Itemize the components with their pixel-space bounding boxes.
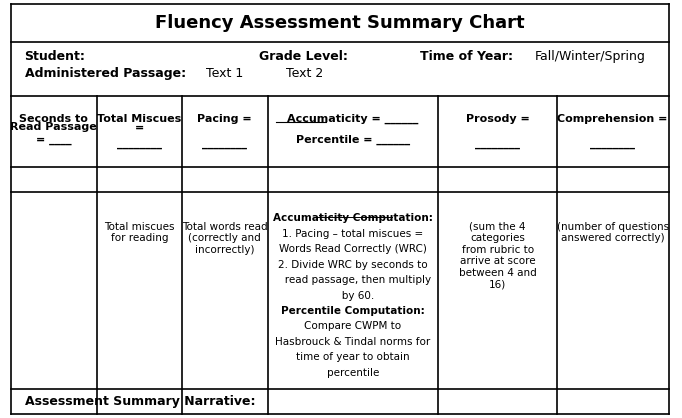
Text: =: = <box>135 122 144 133</box>
Text: Words Read Correctly (WRC): Words Read Correctly (WRC) <box>279 244 427 254</box>
Text: Student:: Student: <box>25 50 85 63</box>
Text: ________: ________ <box>475 139 520 149</box>
Text: Prosody =: Prosody = <box>466 114 529 124</box>
Text: Total Miscues: Total Miscues <box>98 114 181 124</box>
Text: Total words read
(correctly and
incorrectly): Total words read (correctly and incorrec… <box>182 222 267 255</box>
Text: time of year to obtain: time of year to obtain <box>296 352 410 362</box>
Text: Text 2: Text 2 <box>286 66 323 80</box>
Text: Pacing =: Pacing = <box>198 114 252 124</box>
Text: percentile: percentile <box>327 368 379 378</box>
Text: Hasbrouck & Tindal norms for: Hasbrouck & Tindal norms for <box>276 337 430 347</box>
Text: read passage, then multiply: read passage, then multiply <box>275 275 431 285</box>
Text: Comprehension =: Comprehension = <box>557 114 668 124</box>
Text: ________: ________ <box>117 139 162 149</box>
Text: (number of questions
answered correctly): (number of questions answered correctly) <box>557 222 669 243</box>
Text: Assessment Summary Narrative:: Assessment Summary Narrative: <box>25 395 255 408</box>
Text: by 60.: by 60. <box>332 291 374 301</box>
Text: Accumaticity = ______: Accumaticity = ______ <box>287 114 419 124</box>
Text: (sum the 4
categories
from rubric to
arrive at score
between 4 and
16): (sum the 4 categories from rubric to arr… <box>459 222 537 290</box>
Text: Total miscues
for reading: Total miscues for reading <box>104 222 175 243</box>
Text: Text 1: Text 1 <box>206 66 243 80</box>
Text: Seconds to: Seconds to <box>19 114 88 124</box>
Text: Compare CWPM to: Compare CWPM to <box>304 321 402 331</box>
Text: Fluency Assessment Summary Chart: Fluency Assessment Summary Chart <box>155 14 524 32</box>
Text: ________: ________ <box>203 139 248 149</box>
Text: Accumaticity Computation:: Accumaticity Computation: <box>273 213 433 223</box>
Text: Percentile = ______: Percentile = ______ <box>296 135 410 145</box>
Text: 2. Divide WRC by seconds to: 2. Divide WRC by seconds to <box>278 260 428 270</box>
Text: Time of Year:: Time of Year: <box>420 50 514 63</box>
Text: Grade Level:: Grade Level: <box>259 50 349 63</box>
Text: 1. Pacing – total miscues =: 1. Pacing – total miscues = <box>282 229 424 239</box>
Text: Percentile Computation:: Percentile Computation: <box>281 306 425 316</box>
Text: Administered Passage:: Administered Passage: <box>25 66 186 80</box>
Text: ________: ________ <box>590 139 635 149</box>
Text: Fall/Winter/Spring: Fall/Winter/Spring <box>535 50 645 63</box>
Text: Read Passage: Read Passage <box>10 122 98 133</box>
Text: = ____: = ____ <box>36 135 72 145</box>
